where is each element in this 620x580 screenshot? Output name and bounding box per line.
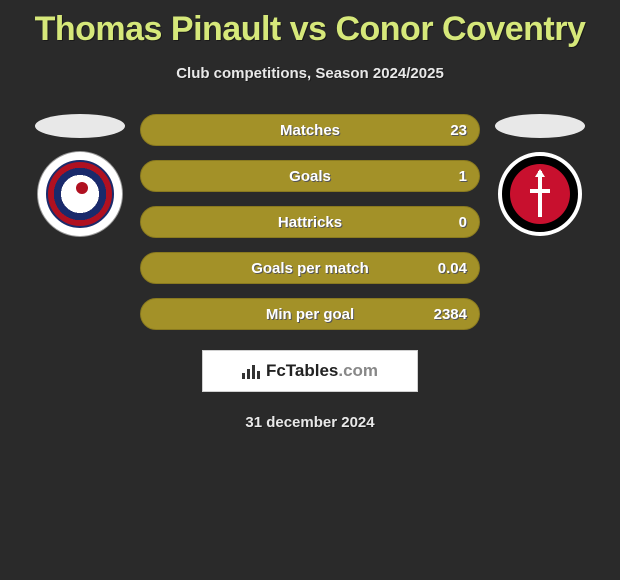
stat-label: Hattricks <box>278 214 342 231</box>
stat-label: Matches <box>280 122 340 139</box>
brand-suffix: .com <box>338 361 378 380</box>
stats-bars: Matches 23 Goals 1 Hattricks 0 Goals per… <box>140 114 480 330</box>
stat-row-min-per-goal: Min per goal 2384 <box>140 298 480 330</box>
stat-label: Goals <box>289 168 331 185</box>
stat-right-value: 0.04 <box>438 260 467 277</box>
stat-label: Goals per match <box>251 260 369 277</box>
left-player-ellipse <box>35 114 125 138</box>
right-player-ellipse <box>495 114 585 138</box>
left-club-badge-icon <box>38 152 122 236</box>
stat-row-goals: Goals 1 <box>140 160 480 192</box>
brand-badge[interactable]: FcTables.com <box>202 350 418 392</box>
stat-label: Min per goal <box>266 306 354 323</box>
bars-icon <box>242 363 262 379</box>
stat-right-value: 0 <box>459 214 467 231</box>
left-player-col <box>20 114 140 236</box>
comparison-row: Matches 23 Goals 1 Hattricks 0 Goals per… <box>0 114 620 330</box>
stat-row-hattricks: Hattricks 0 <box>140 206 480 238</box>
brand-name: FcTables <box>266 361 338 380</box>
stat-right-value: 1 <box>459 168 467 185</box>
right-club-badge-icon <box>498 152 582 236</box>
stat-row-matches: Matches 23 <box>140 114 480 146</box>
brand-text: FcTables.com <box>266 361 378 381</box>
stat-row-goals-per-match: Goals per match 0.04 <box>140 252 480 284</box>
right-player-col <box>480 114 600 236</box>
page-title: Thomas Pinault vs Conor Coventry <box>0 0 620 49</box>
stat-right-value: 23 <box>450 122 467 139</box>
season-subtitle: Club competitions, Season 2024/2025 <box>0 65 620 82</box>
stat-right-value: 2384 <box>434 306 467 323</box>
date-line: 31 december 2024 <box>0 414 620 431</box>
